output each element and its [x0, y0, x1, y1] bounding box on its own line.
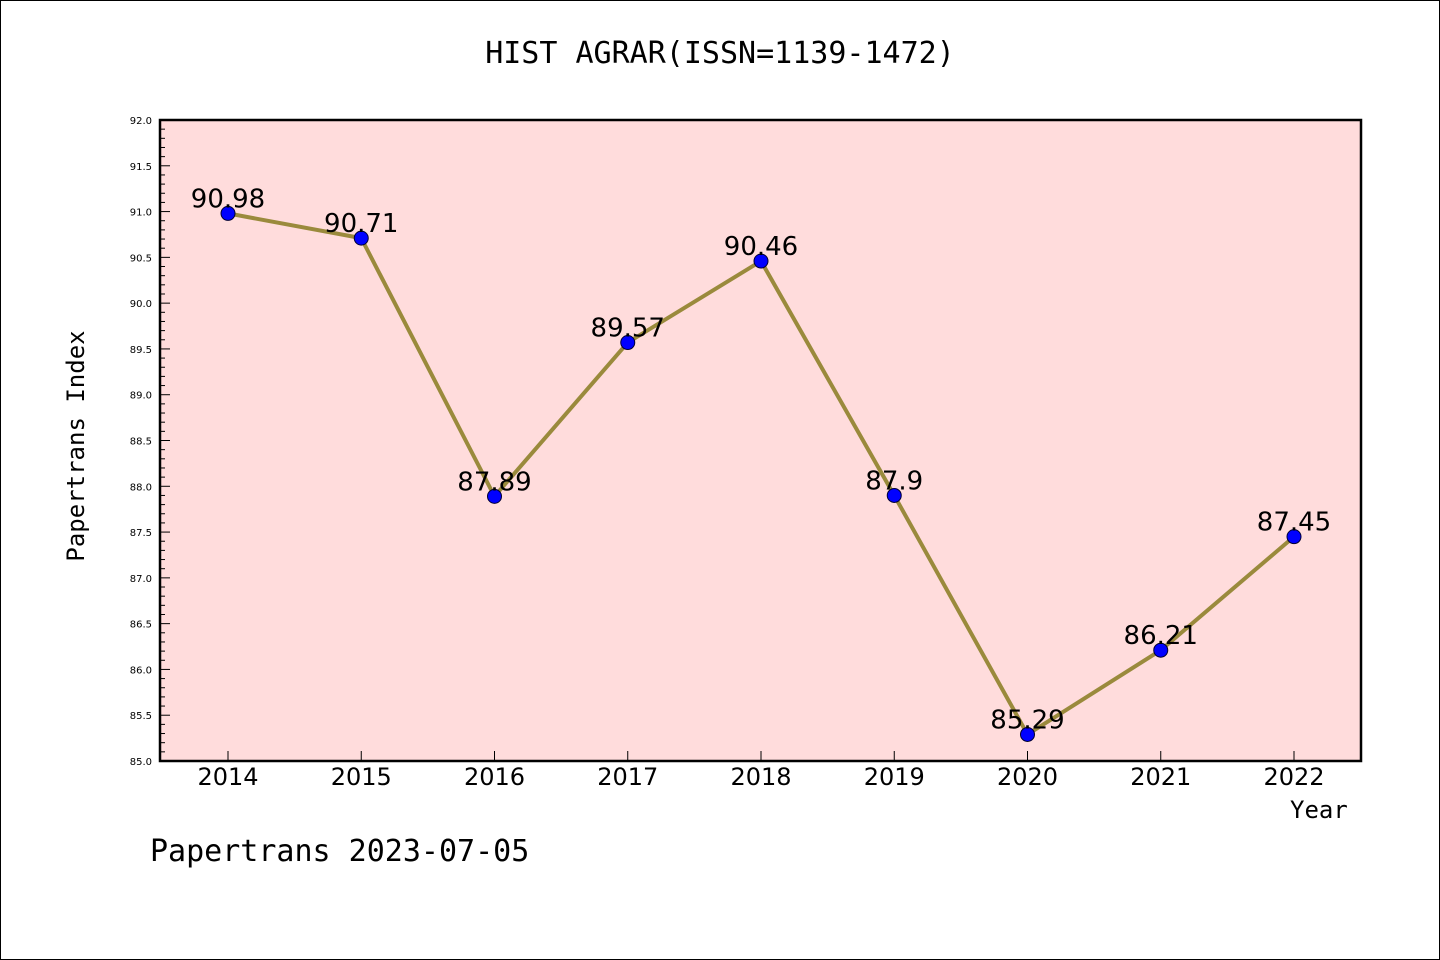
y-tick-label: 89.0 — [130, 391, 152, 402]
data-point — [753, 253, 769, 269]
y-tick-label: 86.5 — [130, 620, 152, 631]
y-axis-ticks: 85.0 85.5 86.0 86.5 87.0 87.5 88.0 88.5 89.0 89.5… — [130, 116, 170, 768]
data-point — [886, 487, 902, 503]
y-tick-label: 91.0 — [130, 208, 152, 219]
y-tick-label: 88.0 — [130, 482, 152, 493]
data-points — [220, 205, 1302, 742]
data-point — [1153, 642, 1169, 658]
data-label: 90.71 — [324, 209, 398, 239]
x-tick-label: 2020 — [997, 763, 1058, 791]
y-tick-label: 85.5 — [130, 711, 152, 722]
data-label: 87.89 — [457, 467, 531, 497]
data-label: 89.57 — [591, 314, 665, 344]
data-point — [487, 488, 502, 504]
y-tick-label: 86.0 — [130, 665, 152, 676]
x-tick-label: 2017 — [597, 763, 658, 791]
y-tick-label: 87.5 — [130, 528, 152, 539]
y-tick-label: 88.5 — [130, 437, 152, 448]
data-label: 87.9 — [865, 466, 923, 496]
x-tick-label: 2014 — [197, 763, 258, 791]
y-tick-label: 85.0 — [130, 757, 152, 768]
data-label: 90.46 — [724, 232, 798, 262]
chart-title: HIST AGRAR(ISSN=1139-1472) — [485, 36, 955, 71]
data-label: 90.98 — [191, 184, 265, 214]
data-point — [1020, 726, 1035, 742]
y-tick-label: 90.0 — [130, 299, 152, 310]
data-point — [620, 335, 636, 351]
y-tick-label: 92.0 — [130, 116, 152, 127]
x-axis-ticks: 2014 2015 2016 2017 2018 2019 2020 2021 2022 — [197, 751, 1325, 791]
x-axis-label: Year — [1290, 796, 1348, 824]
data-point — [220, 205, 236, 221]
data-labels: 90.98 90.71 87.89 89.57 90.46 87.9 85.29 86.21 8… — [191, 184, 1331, 735]
y-tick-label: 87.0 — [130, 574, 152, 585]
plot-border — [158, 118, 1363, 763]
y-tick-label: 91.5 — [130, 162, 152, 173]
y-tick-label: 89.5 — [130, 345, 152, 356]
x-tick-label: 2021 — [1130, 763, 1191, 791]
x-tick-label: 2016 — [464, 763, 525, 791]
x-tick-label: 2018 — [730, 763, 791, 791]
data-point — [1286, 529, 1302, 545]
footer-text: Papertrans 2023-07-05 — [150, 834, 530, 869]
data-label: 86.21 — [1124, 621, 1198, 651]
data-label: 87.45 — [1257, 508, 1331, 538]
y-tick-label: 90.5 — [130, 253, 152, 264]
data-label: 85.29 — [990, 705, 1064, 735]
x-tick-label: 2019 — [864, 763, 925, 791]
data-point — [353, 230, 369, 246]
x-tick-label: 2015 — [331, 763, 392, 791]
x-tick-label: 2022 — [1263, 763, 1324, 791]
